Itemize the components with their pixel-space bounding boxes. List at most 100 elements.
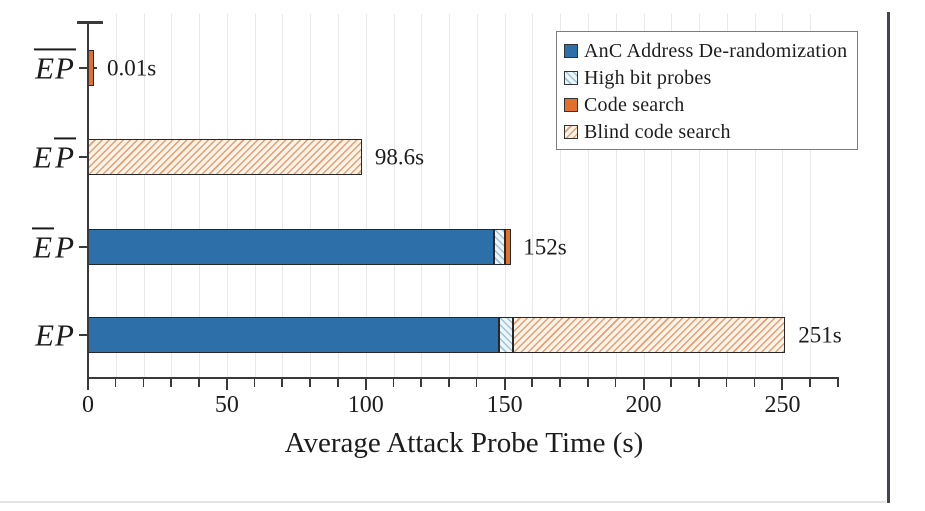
x-axis-minor-tick: [670, 379, 672, 387]
category-letter-overlined: E: [32, 227, 55, 265]
legend-swatch-blind-icon: [564, 124, 578, 139]
gridline: [615, 14, 617, 377]
x-axis-line: [87, 377, 839, 379]
x-axis-title: Average Attack Probe Time (s): [284, 427, 644, 459]
x-axis-minor-tick: [281, 379, 283, 387]
gridline: [699, 14, 701, 377]
x-axis-minor-tick: [170, 379, 172, 387]
gridline: [504, 14, 506, 377]
y-axis-line: [87, 22, 89, 379]
x-axis-tick-label: 150: [486, 392, 523, 418]
legend-label: Blind code search: [584, 120, 731, 143]
x-axis-minor-tick: [614, 379, 617, 387]
gridline: [338, 14, 339, 377]
y-axis-top-cap: [77, 21, 103, 24]
bar-segment-code: [504, 229, 511, 265]
gridline: [282, 14, 284, 377]
gridline: [226, 14, 228, 377]
gridline: [782, 14, 784, 377]
bar-segment-anc: [88, 317, 500, 353]
category-letter-overlined: EP: [34, 48, 76, 86]
x-axis-minor-tick: [531, 379, 533, 387]
x-axis-minor-tick: [309, 379, 311, 387]
bar-segment-blind: [88, 139, 362, 175]
gridline: [171, 14, 173, 377]
gridline: [560, 14, 562, 377]
legend-item-anc: AnC Address De-randomization: [564, 37, 849, 64]
category-letter-overlined: P: [54, 137, 76, 175]
legend-label: Code search: [584, 93, 685, 116]
x-axis-minor-tick: [753, 379, 756, 387]
category-label: EP: [0, 315, 76, 353]
x-axis-major-tick: [781, 379, 784, 390]
x-axis-minor-tick: [587, 379, 589, 387]
category-letter: E: [33, 139, 54, 175]
gridline: [310, 14, 312, 377]
gridline: [115, 14, 117, 377]
page-divider-line: [887, 12, 890, 503]
value-label: 98.6s: [374, 144, 425, 170]
gridline: [643, 14, 645, 377]
x-axis-minor-tick: [559, 379, 561, 387]
legend-swatch-code-icon: [564, 97, 578, 112]
x-axis-major-tick: [364, 379, 367, 390]
x-axis-major-tick: [87, 379, 89, 390]
x-axis-minor-tick: [698, 379, 700, 387]
gridline: [476, 14, 478, 377]
value-label: 0.01s: [107, 55, 157, 81]
legend-item-high: High bit probes: [564, 64, 849, 91]
legend-swatch-anc-icon: [564, 43, 578, 58]
x-axis-major-tick: [225, 379, 228, 390]
legend-swatch-high-icon: [564, 70, 578, 85]
x-axis-minor-tick: [725, 379, 728, 387]
gridline: [671, 14, 673, 377]
x-axis-tick-label: 200: [625, 392, 662, 418]
bar-segment-high: [493, 229, 505, 265]
gridline: [421, 14, 423, 377]
legend-label: High bit probes: [584, 66, 712, 89]
x-axis-major-tick: [503, 379, 506, 390]
gridline: [726, 14, 728, 377]
value-label: 152s: [523, 234, 567, 260]
x-axis-minor-tick: [198, 379, 200, 387]
value-label: 251s: [798, 322, 842, 348]
x-axis-minor-tick: [475, 379, 478, 387]
x-axis-minor-tick: [809, 379, 811, 387]
gridline: [532, 14, 534, 377]
x-axis-tick-label: 50: [214, 392, 239, 418]
x-axis-minor-tick: [114, 379, 117, 387]
gridline: [588, 14, 589, 377]
x-axis-major-tick: [642, 379, 645, 390]
x-axis-minor-tick: [337, 379, 339, 387]
gridline: [365, 14, 367, 377]
legend-item-blind: Blind code search: [564, 118, 849, 145]
bar-segment-high: [499, 317, 513, 353]
legend-item-code: Code search: [564, 91, 849, 118]
x-axis-minor-tick: [448, 379, 450, 387]
x-axis-tick-label: 100: [347, 392, 384, 418]
category-label: EP: [0, 227, 76, 265]
category-letter: P: [55, 229, 75, 265]
gridline: [754, 14, 756, 377]
x-axis-tick-label: 0: [82, 392, 94, 418]
x-axis-minor-tick: [253, 379, 256, 387]
bar-segment-blind: [513, 317, 786, 353]
category-label: EP: [0, 137, 76, 175]
gridline: [810, 14, 812, 377]
legend-label: AnC Address De-randomization: [584, 39, 848, 62]
gridline: [393, 14, 395, 377]
x-axis-minor-tick: [837, 379, 839, 387]
x-axis-minor-tick: [392, 379, 395, 387]
gridline: [449, 14, 451, 377]
legend: AnC Address De-randomization High bit pro…: [556, 31, 858, 150]
x-axis-minor-tick: [142, 379, 145, 387]
gridline: [143, 14, 145, 377]
category-letter: EP: [35, 317, 75, 353]
bar-segment-anc: [88, 229, 494, 265]
category-label: EP: [0, 48, 76, 86]
x-axis-minor-tick: [420, 379, 422, 387]
gridline: [254, 14, 256, 377]
gridline: [199, 14, 201, 377]
